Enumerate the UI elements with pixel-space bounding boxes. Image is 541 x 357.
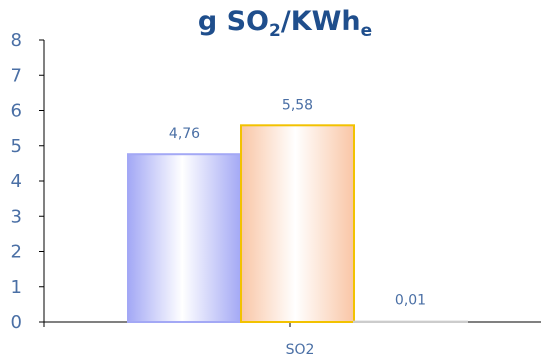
y-tick-label: 2 xyxy=(11,242,22,263)
y-tick-label: 3 xyxy=(11,206,22,227)
bar-series-2 xyxy=(240,124,355,324)
y-tick-label: 7 xyxy=(11,65,22,86)
y-tick-label: 5 xyxy=(11,136,22,157)
data-label-series-3: 0,01 xyxy=(395,293,426,309)
y-tick-label: 4 xyxy=(11,171,22,192)
y-tick-label: 6 xyxy=(11,101,22,122)
chart-bars xyxy=(127,124,468,324)
chart-data-labels: 4,76 5,58 0,01 xyxy=(169,97,426,308)
data-label-series-2: 5,58 xyxy=(282,97,313,113)
x-category-label: SO2 xyxy=(286,342,315,357)
chart-axes: 0 1 2 3 4 5 6 7 8 SO2 xyxy=(11,30,541,357)
chart-title: g SO2/KWhe xyxy=(198,6,372,41)
chart-title-text: g SO2/KWhe xyxy=(198,6,372,41)
y-tick-label: 1 xyxy=(11,277,22,298)
y-tick-label: 0 xyxy=(11,312,22,333)
bar-series-1 xyxy=(127,153,242,323)
y-tick-label: 8 xyxy=(11,30,22,51)
data-label-series-1: 4,76 xyxy=(169,126,200,142)
